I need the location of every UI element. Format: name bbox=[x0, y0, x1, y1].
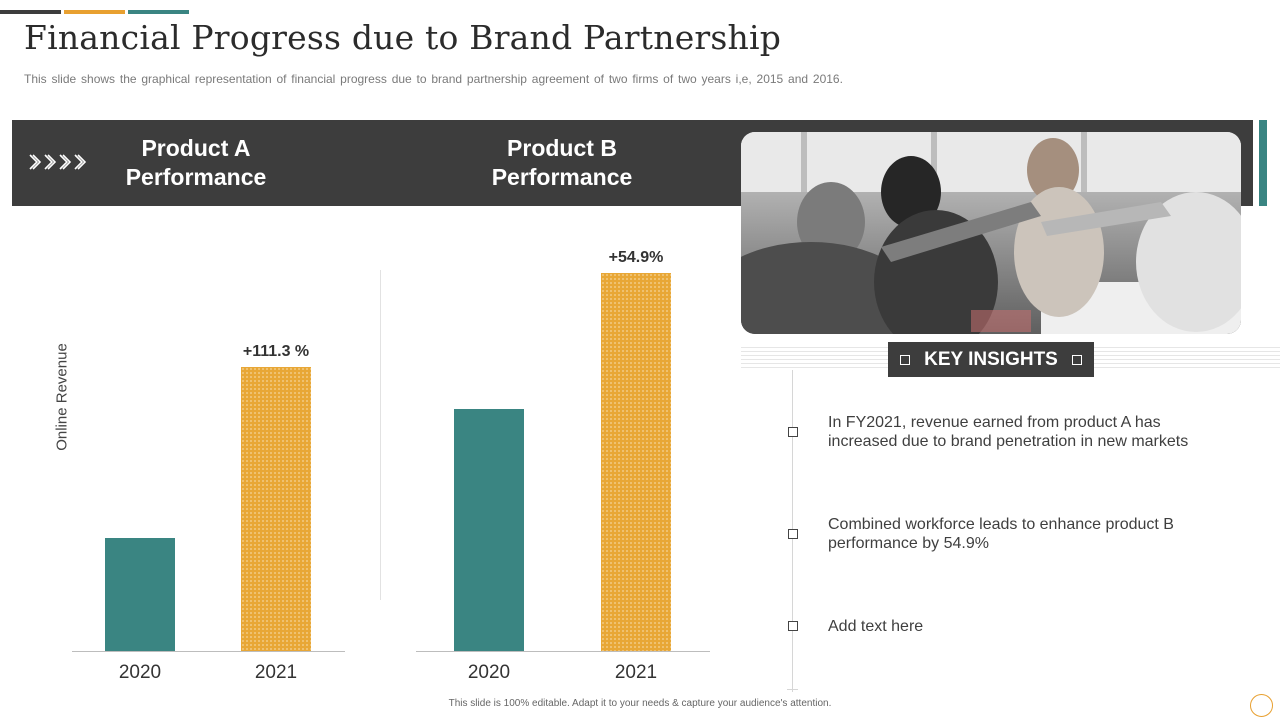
square-icon bbox=[1071, 354, 1082, 365]
timeline-end-cap bbox=[787, 689, 798, 690]
insight-marker-icon bbox=[788, 427, 798, 437]
bar-product-b-2021 bbox=[601, 273, 671, 651]
insight-marker-icon bbox=[788, 529, 798, 539]
product-a-title: Product A Performance bbox=[125, 135, 267, 190]
growth-label-product-a: +111.3 % bbox=[242, 343, 310, 360]
bar-product-a-2020 bbox=[105, 538, 175, 651]
accent-bar-orange bbox=[64, 10, 125, 14]
tick-a-2020: 2020 bbox=[118, 662, 162, 683]
bar-product-a-2021 bbox=[241, 367, 311, 651]
insight-item-3: Add text here bbox=[828, 618, 924, 635]
x-axis-product-a bbox=[72, 651, 345, 652]
bar-product-b-2020 bbox=[454, 409, 524, 651]
tick-b-2021: 2021 bbox=[614, 662, 658, 683]
insight-marker-icon bbox=[788, 621, 798, 631]
tick-a-2021: 2021 bbox=[254, 662, 298, 683]
tick-b-2020: 2020 bbox=[467, 662, 511, 683]
y-axis-label: Online Revenue bbox=[53, 343, 71, 451]
team-photo bbox=[741, 132, 1241, 334]
insight-item-2: Combined workforce leads to enhance prod… bbox=[828, 516, 1174, 552]
page-subtitle: This slide shows the graphical represent… bbox=[24, 72, 843, 86]
footer-note: This slide is 100% editable. Adapt it to… bbox=[448, 698, 832, 709]
growth-label-product-b: +54.9% bbox=[608, 249, 664, 266]
x-axis-product-b bbox=[416, 651, 710, 652]
square-icon bbox=[900, 354, 911, 365]
accent-bar-teal bbox=[128, 10, 189, 14]
chart-divider bbox=[380, 270, 381, 600]
corner-circle-icon bbox=[1250, 694, 1273, 717]
chevrons-icon bbox=[29, 154, 87, 170]
accent-bar-dark bbox=[0, 10, 61, 14]
key-insights-header: KEY INSIGHTS bbox=[888, 342, 1094, 377]
key-insights-title: KEY INSIGHTS bbox=[924, 348, 1058, 370]
insight-item-1: In FY2021, revenue earned from product A… bbox=[828, 414, 1189, 450]
banner-side-accent bbox=[1259, 120, 1267, 206]
product-b-title: Product B Performance bbox=[491, 135, 633, 190]
page-title: Financial Progress due to Brand Partners… bbox=[24, 18, 782, 57]
